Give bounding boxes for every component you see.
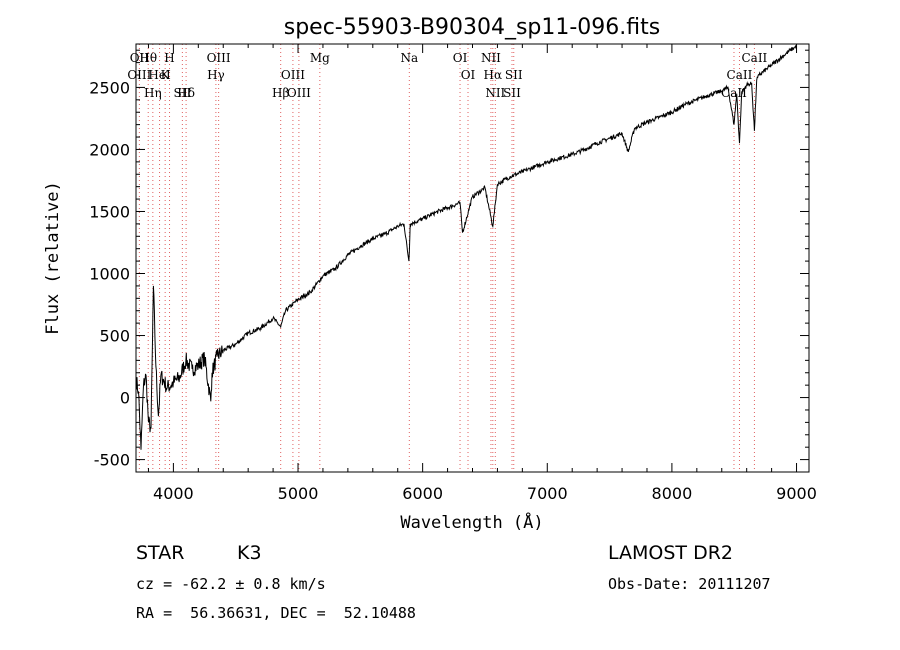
line-label: OIII xyxy=(281,68,305,82)
line-label: SII xyxy=(505,68,523,82)
x-tick-label: 8000 xyxy=(652,484,693,503)
line-label: OI xyxy=(453,51,468,65)
line-label: CaII xyxy=(721,86,747,100)
y-tick-label: 500 xyxy=(99,327,130,346)
line-label: Hα xyxy=(484,68,503,82)
line-label: Na xyxy=(400,51,418,65)
coordinates: RA = 56.36631, DEC = 52.10488 xyxy=(136,604,416,622)
line-label: Hθ xyxy=(139,51,157,65)
line-label: K xyxy=(161,68,171,82)
y-tick-label: 2500 xyxy=(89,78,130,97)
line-label: NII xyxy=(481,51,501,65)
line-label: Mg xyxy=(310,51,330,65)
line-label: Hδ xyxy=(177,86,195,100)
spectrum-line xyxy=(136,44,797,450)
line-label: OI xyxy=(461,68,476,82)
axis-ticks: 4000 5000 6000 7000 8000 9000 -500 0 500 1000 1500… xyxy=(89,44,817,503)
y-tick-label: 1000 xyxy=(89,265,130,284)
line-label: OIII xyxy=(207,51,231,65)
y-tick-label: 1500 xyxy=(89,202,130,221)
x-axis-label: Wavelength (Å) xyxy=(400,511,543,533)
line-label: SII xyxy=(503,86,521,100)
y-axis-label: Flux (relative) xyxy=(43,181,63,335)
line-label: OII xyxy=(130,51,150,65)
y-tick-label: 2000 xyxy=(89,140,130,159)
redshift-velocity: cz = -62.2 ± 0.8 km/s xyxy=(136,575,326,593)
line-label: Hβ xyxy=(272,86,289,100)
line-label: NII xyxy=(485,86,505,100)
emission-line-markers xyxy=(138,44,755,472)
x-tick-label: 5000 xyxy=(278,484,319,503)
emission-line-labels: HθKHδOIIHeISIIOIIIOIIIHηHHγHβMgOIIIOIIIN… xyxy=(127,51,767,100)
x-tick-label: 6000 xyxy=(402,484,443,503)
chart-title: spec-55903-B90304_sp11-096.fits xyxy=(284,15,661,40)
line-label: Hγ xyxy=(207,68,225,82)
line-label: CaII xyxy=(727,68,753,82)
line-label: HeI xyxy=(148,68,171,82)
y-tick-label: 0 xyxy=(120,389,130,408)
x-tick-label: 9000 xyxy=(776,484,817,503)
line-label: H xyxy=(164,51,174,65)
line-label: SII xyxy=(174,86,192,100)
x-tick-label: 4000 xyxy=(153,484,194,503)
x-tick-label: 7000 xyxy=(527,484,568,503)
observation-date: Obs-Date: 20111207 xyxy=(608,575,771,593)
line-label: OIII xyxy=(287,86,311,100)
y-tick-label: -500 xyxy=(94,451,130,470)
survey-name: LAMOST DR2 xyxy=(608,542,733,564)
plot-frame xyxy=(135,43,810,473)
object-subclass: K3 xyxy=(237,542,262,564)
line-label: CaII xyxy=(741,51,767,65)
line-label: Hη xyxy=(144,86,162,100)
object-class: STAR xyxy=(136,542,185,564)
